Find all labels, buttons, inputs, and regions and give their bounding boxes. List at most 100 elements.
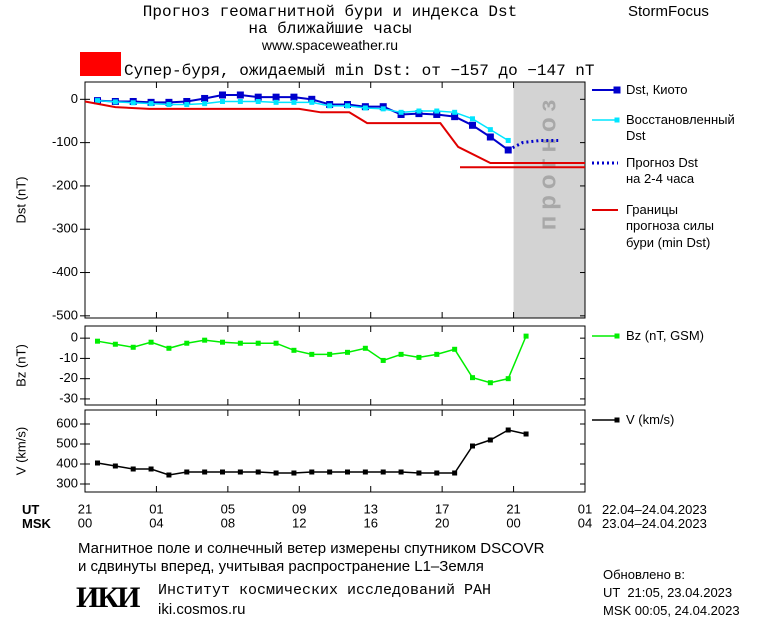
annotation-swatch — [80, 52, 121, 76]
updated-msk: MSK 00:05, 24.04.2023 — [603, 603, 740, 618]
point — [148, 466, 154, 472]
point — [523, 431, 529, 437]
point — [434, 351, 440, 357]
point — [130, 100, 136, 106]
point — [255, 469, 261, 475]
x-tick-label: 17 — [435, 501, 449, 516]
y-tick-label: 0 — [71, 330, 78, 345]
legend-marker — [613, 86, 621, 94]
point — [416, 470, 422, 476]
point — [148, 101, 154, 107]
point — [452, 346, 458, 352]
series-line — [97, 99, 509, 142]
point — [95, 460, 100, 466]
point — [416, 354, 422, 360]
institute: Институт космических исследований РАН — [158, 582, 492, 599]
point — [184, 102, 190, 108]
x-tick-label-msk: 04 — [578, 515, 592, 530]
y-tick-label: -200 — [52, 177, 78, 192]
point — [345, 469, 350, 475]
y-tick-label: -300 — [52, 221, 78, 236]
point — [309, 351, 315, 357]
point — [433, 110, 441, 118]
y-tick-label: -30 — [59, 390, 78, 405]
x-tick-label: 13 — [363, 501, 377, 516]
point — [148, 339, 154, 345]
series-line — [97, 429, 527, 476]
y-axis-label: Dst (nT) — [13, 177, 28, 224]
point — [523, 333, 529, 339]
point — [255, 98, 261, 104]
point — [380, 106, 386, 112]
date-range-ut: 22.04–24.04.2023 — [602, 502, 707, 517]
point — [184, 469, 190, 475]
point — [345, 349, 350, 355]
point — [486, 133, 494, 141]
point — [452, 109, 458, 115]
point — [327, 103, 333, 109]
point — [505, 376, 511, 382]
point — [291, 99, 297, 105]
point — [273, 470, 279, 476]
x-tick-label: 21 — [506, 501, 520, 516]
x-tick-label: 01 — [578, 501, 592, 516]
x-tick-label-msk: 16 — [363, 515, 377, 530]
date-range-msk: 23.04–24.04.2023 — [602, 516, 707, 531]
y-tick-label: -400 — [52, 264, 78, 279]
point — [201, 94, 209, 102]
point — [362, 469, 368, 475]
point — [308, 95, 316, 103]
plot-frame — [84, 81, 586, 319]
plot-frame — [84, 325, 586, 406]
point — [220, 469, 225, 475]
point — [309, 99, 315, 105]
point — [112, 463, 118, 469]
legend-marker — [614, 417, 620, 423]
y-tick-label: 500 — [56, 435, 78, 450]
point — [487, 437, 493, 443]
point — [290, 93, 298, 101]
x-tick-label-msk: 04 — [149, 515, 163, 530]
point — [470, 116, 475, 122]
y-tick-label: 300 — [56, 475, 78, 490]
point — [380, 469, 386, 475]
point — [469, 121, 476, 129]
point — [451, 113, 459, 121]
x-tick-label: 21 — [78, 501, 92, 516]
point — [470, 443, 475, 449]
y-tick-label: 400 — [56, 455, 78, 470]
y-axis-label: Bz (nT) — [13, 344, 28, 387]
point — [327, 351, 333, 357]
point — [112, 99, 118, 105]
point — [505, 427, 511, 433]
point — [434, 108, 440, 114]
x-tick-label: 05 — [221, 501, 235, 516]
point — [202, 101, 208, 107]
point — [487, 380, 493, 386]
x-tick-label-msk: 00 — [78, 515, 92, 530]
x-tick-label-msk: 00 — [506, 515, 520, 530]
y-tick-label: 600 — [56, 415, 78, 430]
point — [487, 127, 493, 133]
annotation: Супер-буря, ожидаемый min Dst: от −157 д… — [124, 62, 595, 80]
point — [291, 347, 297, 353]
site: iki.cosmos.ru — [158, 601, 246, 618]
point — [470, 375, 475, 381]
point — [95, 98, 100, 104]
legend-label: Прогноз Dst на 2-4 часа — [626, 155, 698, 187]
point — [184, 340, 190, 346]
point — [398, 469, 404, 475]
point — [398, 351, 404, 357]
point — [219, 91, 226, 99]
point — [130, 466, 136, 472]
point — [291, 470, 297, 476]
brand: StormFocus — [628, 3, 709, 20]
point — [416, 108, 422, 114]
legend-label: Границы прогноза силы бури (min Dst) — [626, 202, 714, 250]
series-line — [97, 93, 509, 151]
url: www.spaceweather.ru — [261, 37, 399, 53]
y-tick-label: -100 — [52, 134, 78, 149]
y-tick-label: -10 — [59, 350, 78, 365]
point — [255, 340, 261, 346]
point — [183, 97, 191, 105]
